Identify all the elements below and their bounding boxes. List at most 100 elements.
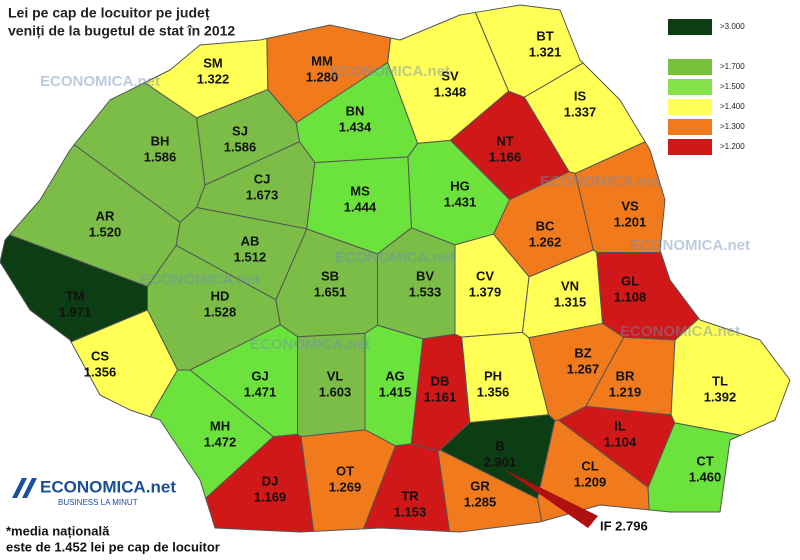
county-value: 1.201 (614, 214, 647, 229)
county-code: VN (561, 278, 579, 293)
county-value: 1.161 (424, 389, 457, 404)
legend-swatch (668, 79, 712, 95)
county-code: BC (536, 218, 555, 233)
county-value: 1.520 (89, 224, 122, 239)
county-value: 1.356 (477, 384, 510, 399)
note: este de 1.452 lei pe cap de locuitor (6, 539, 220, 554)
county-code: BT (536, 28, 553, 43)
county-value: 1.356 (84, 364, 117, 379)
county-value: 1.348 (434, 84, 467, 99)
legend-label: >1.700 (720, 62, 745, 71)
watermark: ECONOMICA.net (630, 237, 750, 254)
county-code: MM (311, 53, 333, 68)
legend-label: >1.200 (720, 142, 745, 151)
county-value: 1.528 (204, 304, 237, 319)
county-value: 1.267 (567, 361, 600, 376)
legend: >3.000 >1.700 >1.500 >1.400 >1.300 >1.200 (668, 19, 745, 155)
county-value: 1.392 (704, 389, 737, 404)
county-value: 1.460 (689, 469, 722, 484)
logo-text: ECONOMICA.net (40, 477, 176, 496)
watermark: ECONOMICA.net (250, 336, 370, 353)
county-value: 1.512 (234, 249, 267, 264)
county-value: 1.209 (574, 474, 607, 489)
county-value: 1.434 (339, 119, 372, 134)
county-code: SM (203, 55, 223, 70)
county-value: 1.108 (614, 289, 647, 304)
county-value: 1.603 (319, 384, 352, 399)
county-code: GR (470, 478, 490, 493)
county-code: TL (712, 373, 728, 388)
county-code: B (495, 438, 504, 453)
county-code: BV (416, 268, 434, 283)
county-value: 1.321 (529, 44, 562, 59)
county-code: SV (441, 68, 459, 83)
county (205, 433, 315, 533)
ilfov-label: IF 2.796 (600, 518, 648, 533)
county-code: BR (616, 368, 635, 383)
county-value: 1.322 (197, 71, 230, 86)
county-code: CS (91, 348, 109, 363)
note: *media națională (6, 523, 110, 538)
county-code: MH (210, 418, 230, 433)
county (537, 419, 650, 523)
county (647, 422, 742, 513)
county-value: 1.379 (469, 284, 502, 299)
legend-swatch (668, 59, 712, 75)
county-code: IS (574, 88, 587, 103)
county-code: SJ (232, 123, 248, 138)
county-value: 1.971 (59, 304, 92, 319)
county-value: 1.104 (604, 434, 637, 449)
county-code: IL (614, 418, 626, 433)
county-code: AR (96, 208, 115, 223)
logo-tagline: BUSINESS LA MINUT (58, 498, 138, 507)
county-code: SB (321, 268, 339, 283)
county-value: 1.533 (409, 284, 442, 299)
county-code: MS (350, 183, 370, 198)
county-value: 1.280 (306, 69, 339, 84)
county-value: 2.901 (484, 454, 517, 469)
watermark: ECONOMICA.net (140, 271, 260, 288)
county-code: DB (431, 373, 450, 388)
county-code: NT (496, 133, 513, 148)
county-value: 1.315 (554, 294, 587, 309)
watermark: ECONOMICA.net (620, 323, 740, 340)
legend-swatch (668, 99, 712, 115)
counties (0, 4, 791, 533)
watermark: ECONOMICA.net (540, 173, 660, 190)
county-code: DJ (262, 473, 279, 488)
county-code: HG (450, 178, 470, 193)
county-code: VL (327, 368, 344, 383)
county-code: OT (336, 463, 354, 478)
county-code: HD (211, 288, 230, 303)
county-value: 1.415 (379, 384, 412, 399)
county-value: 1.586 (144, 149, 177, 164)
county-value: 1.153 (394, 504, 427, 519)
legend-swatch (668, 19, 712, 35)
watermark: ECONOMICA.net (40, 73, 160, 90)
legend-swatch (668, 119, 712, 135)
county-code: BN (346, 103, 365, 118)
county-code: GL (621, 273, 639, 288)
county-code: AB (241, 233, 260, 248)
county-value: 1.219 (609, 384, 642, 399)
county (437, 449, 543, 533)
county-code: AG (385, 368, 405, 383)
county-value: 1.337 (564, 104, 597, 119)
county-code: BH (151, 133, 170, 148)
county (149, 369, 274, 499)
county-value: 1.169 (254, 489, 287, 504)
county-code: CJ (254, 171, 271, 186)
legend-label: >1.400 (720, 102, 745, 111)
legend-label: >1.500 (720, 82, 745, 91)
legend-label: >3.000 (720, 22, 745, 31)
county-labels: SM1.322 MM1.280 BT1.321 SV1.348 IS1.337 NT 1.1… (59, 28, 737, 519)
logo: ECONOMICA.net BUSINESS LA MINUT (12, 477, 176, 507)
county-code: TR (401, 488, 419, 503)
logo-icon (12, 478, 37, 498)
legend-swatch (668, 139, 712, 155)
county-value: 1.444 (344, 199, 377, 214)
county-code: CL (581, 458, 598, 473)
title-line: Lei pe cap de locuitor pe județ (8, 5, 210, 21)
county-value: 1.586 (224, 139, 257, 154)
